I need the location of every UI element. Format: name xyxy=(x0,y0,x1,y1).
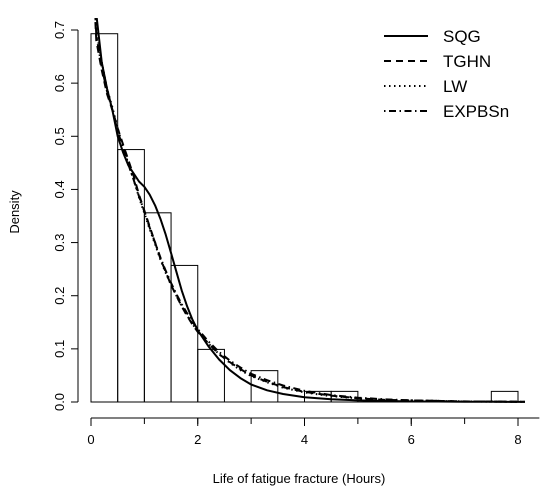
histogram-bar xyxy=(198,349,225,402)
histogram-bar xyxy=(171,265,198,402)
legend-label: TGHN xyxy=(443,52,491,71)
y-tick-label: 0.4 xyxy=(52,180,67,198)
histogram-bar xyxy=(118,150,145,402)
legend-label: EXPBSn xyxy=(443,102,509,121)
y-axis: 0.0 0.1 0.2 0.3 0.4 0.5 0.6 0.7 xyxy=(52,21,78,411)
legend: SQG TGHN LW EXPBSn xyxy=(384,27,509,121)
legend-label: SQG xyxy=(443,27,481,46)
x-tick-label: 2 xyxy=(194,432,201,447)
x-axis: 0 2 4 6 8 xyxy=(87,418,539,447)
x-tick-label: 4 xyxy=(301,432,308,447)
y-tick-label: 0.7 xyxy=(52,21,67,39)
x-tick-label: 0 xyxy=(87,432,94,447)
y-tick-label: 0.5 xyxy=(52,127,67,145)
histogram-bar xyxy=(91,34,118,402)
y-tick-label: 0.2 xyxy=(52,287,67,305)
y-tick-label: 0.0 xyxy=(52,393,67,411)
legend-label: LW xyxy=(443,77,467,96)
y-tick-label: 0.6 xyxy=(52,74,67,92)
histogram-bar xyxy=(491,391,518,402)
x-tick-label: 6 xyxy=(408,432,415,447)
x-tick-label: 8 xyxy=(514,432,521,447)
x-axis-title: Life of fatigue fracture (Hours) xyxy=(213,471,386,486)
y-axis-title: Density xyxy=(7,190,22,234)
y-tick-label: 0.1 xyxy=(52,340,67,358)
y-tick-label: 0.3 xyxy=(52,234,67,252)
